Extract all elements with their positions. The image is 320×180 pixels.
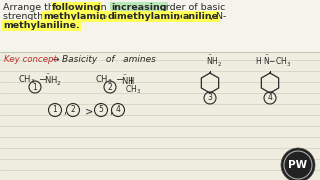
Text: CH$_3$: CH$_3$ bbox=[125, 83, 141, 96]
Text: ,: , bbox=[63, 106, 66, 116]
Text: >: > bbox=[82, 107, 96, 117]
Text: methylamine: methylamine bbox=[43, 12, 113, 21]
Text: ,: , bbox=[109, 106, 112, 116]
Text: CH$_3$: CH$_3$ bbox=[95, 73, 113, 85]
Text: $-$: $-$ bbox=[38, 73, 47, 83]
Text: Key concept: Key concept bbox=[4, 55, 57, 64]
Text: aniline: aniline bbox=[183, 12, 219, 21]
Text: 2: 2 bbox=[108, 82, 112, 91]
Text: Basicity   of   amines: Basicity of amines bbox=[62, 55, 156, 64]
Circle shape bbox=[281, 148, 315, 180]
Text: 2: 2 bbox=[71, 105, 76, 114]
Text: methylaniline.: methylaniline. bbox=[3, 21, 80, 30]
Text: 4: 4 bbox=[268, 93, 272, 102]
Text: 1: 1 bbox=[33, 82, 37, 91]
Text: $\ddot{\mathrm{N}}$H: $\ddot{\mathrm{N}}$H bbox=[121, 73, 135, 87]
Text: CH$_3$: CH$_3$ bbox=[18, 73, 36, 85]
Text: 1: 1 bbox=[52, 105, 57, 114]
Text: dimethylamine: dimethylamine bbox=[108, 12, 188, 21]
Text: $\ddot{\mathrm{N}}$H$_2$: $\ddot{\mathrm{N}}$H$_2$ bbox=[206, 54, 222, 69]
Text: ,: , bbox=[101, 12, 107, 21]
Text: 5: 5 bbox=[99, 105, 103, 114]
Text: order of basic: order of basic bbox=[157, 3, 225, 12]
Text: H $\ddot{\mathrm{N}}$$-$CH$_3$: H $\ddot{\mathrm{N}}$$-$CH$_3$ bbox=[255, 54, 292, 69]
Text: following: following bbox=[52, 3, 101, 12]
Text: 3: 3 bbox=[208, 93, 212, 102]
Text: 4: 4 bbox=[116, 105, 120, 114]
FancyBboxPatch shape bbox=[0, 52, 320, 180]
FancyBboxPatch shape bbox=[0, 0, 320, 52]
Text: , N-: , N- bbox=[210, 12, 226, 21]
Text: Arrange the: Arrange the bbox=[3, 3, 63, 12]
Text: →: → bbox=[52, 55, 60, 64]
Text: increasing: increasing bbox=[111, 3, 166, 12]
Text: strength:: strength: bbox=[3, 12, 49, 21]
Text: ,: , bbox=[176, 12, 182, 21]
Text: in: in bbox=[95, 3, 110, 12]
Text: PW: PW bbox=[288, 160, 308, 170]
Text: $\ddot{\mathrm{N}}$H$_2$: $\ddot{\mathrm{N}}$H$_2$ bbox=[44, 73, 62, 88]
Text: $-$: $-$ bbox=[115, 73, 124, 83]
